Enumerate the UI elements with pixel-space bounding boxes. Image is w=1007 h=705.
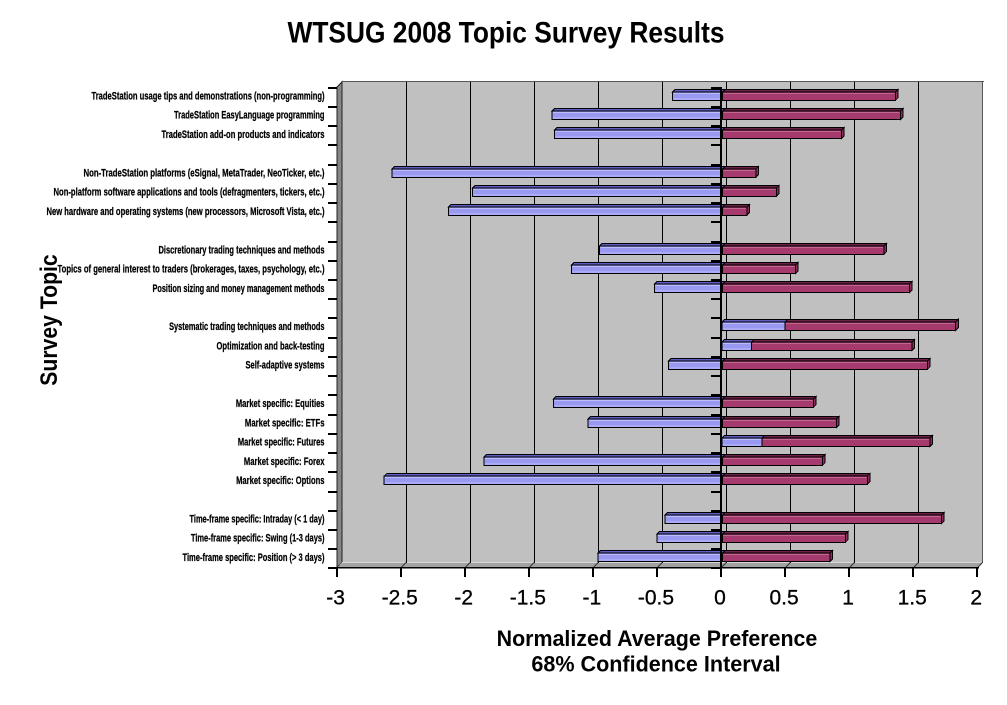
svg-text:Market specific: Futures: Market specific: Futures xyxy=(238,437,325,449)
svg-text:-1.5: -1.5 xyxy=(510,586,546,609)
svg-text:1.5: 1.5 xyxy=(898,586,927,609)
svg-text:TradeStation EasyLanguage prog: TradeStation EasyLanguage programming xyxy=(174,110,325,122)
svg-text:TradeStation add-on products a: TradeStation add-on products and indicat… xyxy=(162,129,325,141)
svg-text:Optimization and back-testing: Optimization and back-testing xyxy=(217,340,325,352)
svg-text:Non-platform software applicat: Non-platform software applications and t… xyxy=(54,187,325,199)
svg-text:Market specific: ETFs: Market specific: ETFs xyxy=(245,417,325,429)
svg-text:Market specific: Forex: Market specific: Forex xyxy=(244,456,325,468)
svg-text:TradeStation usage tips and de: TradeStation usage tips and demonstratio… xyxy=(92,91,325,103)
svg-text:Normalized Average Preference: Normalized Average Preference xyxy=(497,626,818,651)
svg-text:-2.5: -2.5 xyxy=(382,586,418,609)
svg-text:0: 0 xyxy=(714,586,726,609)
svg-text:Discretionary trading techniqu: Discretionary trading techniques and met… xyxy=(159,244,325,256)
svg-text:-3: -3 xyxy=(326,586,345,609)
svg-text:2: 2 xyxy=(970,586,982,609)
svg-text:-0.5: -0.5 xyxy=(638,586,674,609)
svg-text:0.5: 0.5 xyxy=(769,586,798,609)
svg-text:Time-frame specific: Intraday: Time-frame specific: Intraday (< 1 day) xyxy=(190,513,325,525)
svg-text:68% Confidence Interval: 68% Confidence Interval xyxy=(531,652,780,677)
svg-text:Non-TradeStation platforms (eS: Non-TradeStation platforms (eSignal, Met… xyxy=(84,167,325,179)
svg-text:Position sizing and money mana: Position sizing and money management met… xyxy=(153,283,325,295)
svg-text:-2: -2 xyxy=(454,586,473,609)
svg-text:1: 1 xyxy=(842,586,854,609)
svg-text:Time-frame specific: Swing (1-: Time-frame specific: Swing (1-3 days) xyxy=(191,533,325,545)
svg-text:-1: -1 xyxy=(583,586,602,609)
svg-text:Self-adaptive systems: Self-adaptive systems xyxy=(246,360,325,372)
svg-text:WTSUG 2008 Topic Survey Result: WTSUG 2008 Topic Survey Results xyxy=(288,17,725,50)
svg-text:New hardware and operating sys: New hardware and operating systems (new … xyxy=(47,206,325,218)
svg-text:Systematic trading techniques: Systematic trading techniques and method… xyxy=(169,321,324,333)
svg-text:Time-frame specific: Position: Time-frame specific: Position (> 3 days) xyxy=(183,552,325,564)
svg-text:Survey Topic: Survey Topic xyxy=(36,254,63,385)
svg-text:Market specific: Options: Market specific: Options xyxy=(236,475,324,487)
svg-text:Market specific: Equities: Market specific: Equities xyxy=(236,398,325,410)
svg-text:Topics of general interest to: Topics of general interest to traders (b… xyxy=(58,264,325,276)
